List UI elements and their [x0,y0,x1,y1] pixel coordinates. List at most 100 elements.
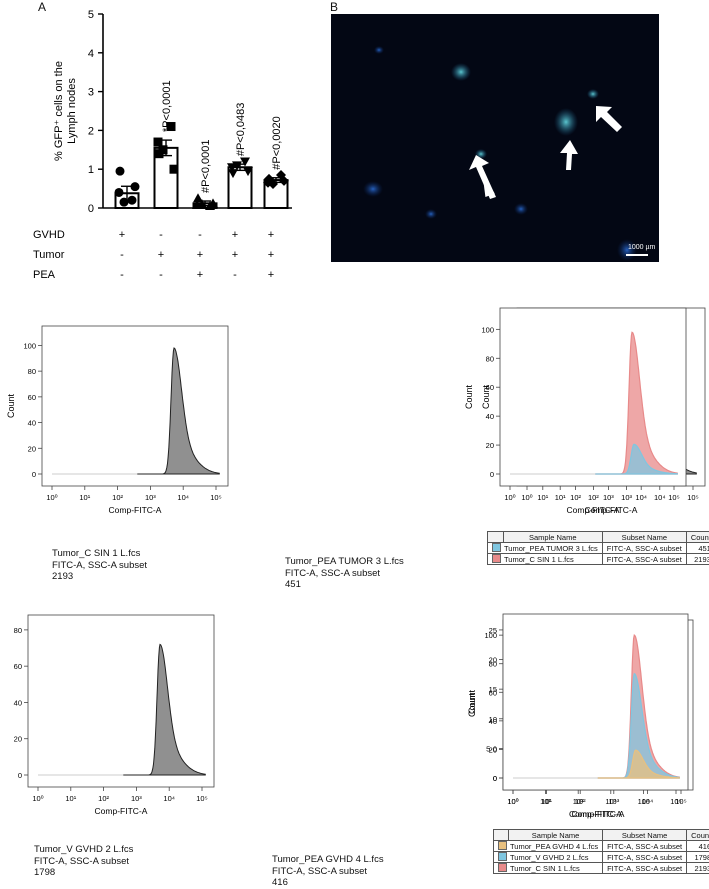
legend-subset: FITC-A, SSC-A subset [603,841,687,852]
y-tick-label: 60 [28,393,36,402]
legend-subset: FITC-A, SSC-A subset [603,852,687,863]
significance-label: #P<0,0020 [271,116,283,170]
legend-header-row: Sample Name Subset Name Count [494,830,709,841]
legend-header-row: Sample Name Subset Name Count [488,532,709,543]
cell [451,63,471,81]
scale-label: 1000 µm [628,244,655,251]
data-point [115,188,124,197]
x-tick-label: 10⁴ [163,794,175,803]
y-tick-label: 80 [14,626,22,635]
y-tick-label: 20 [14,735,22,744]
x-axis-label: Comp-FITC-A [109,505,162,515]
y-axis-label-line: Lymph nodes [66,78,78,144]
legend-sample: Tumor_C SIN 1 L.fcs [488,554,603,565]
arrow-icon [596,106,622,132]
cell [363,181,383,197]
condition-sign: + [268,249,274,261]
significance-label: *P<0,0001 [161,80,173,132]
y-tick-label: 0 [18,771,22,780]
y-axis-label: Count [0,689,2,714]
legend-row: Tumor_V GVHD 2 L.fcs FITC-A, SSC-A subse… [494,852,709,863]
condition-sign: - [198,229,202,241]
y-tick-label: 80 [28,367,36,376]
condition-sign: + [158,249,164,261]
legend-subset: FITC-A, SSC-A subset [602,543,686,554]
caption-h1: Tumor_C SIN 1 L.fcs FITC-A, SSC-A subset… [52,548,147,583]
y-tick-label: 0 [490,470,494,479]
y-tick-label: 40 [489,717,497,726]
legend-row: Tumor_PEA GVHD 4 L.fcs FITC-A, SSC-A sub… [494,841,709,852]
x-tick-label: 10⁵ [670,797,681,806]
x-tick-label: 10⁰ [32,794,43,803]
legend-sample: Tumor_PEA TUMOR 3 L.fcs [488,543,603,554]
y-tick-label: 2 [88,125,94,137]
x-tick-label: 10² [112,493,123,502]
significance-label: #P<0,0483 [235,103,247,157]
legend-swatch-header [494,830,509,841]
x-tick-label: 10⁵ [210,493,221,502]
caption-file: Tumor_C SIN 1 L.fcs [52,548,147,560]
condition-sign: + [197,249,203,261]
legend-count: 2193 [687,863,709,874]
legend-sample-name: Tumor_C SIN 1 L.fcs [510,864,580,873]
legend-swatch-header [488,532,504,543]
legend-table-tumor: Sample Name Subset Name Count Tumor_PEA … [487,531,709,565]
x-tick-label: 10² [573,797,584,806]
legend-count: 451 [686,543,709,554]
x-tick-label: 10³ [145,493,156,502]
legend-swatch [498,852,507,861]
legend-swatch [498,863,507,872]
legend-count: 1798 [687,852,709,863]
condition-sign: + [119,229,125,241]
legend-header-subset: Subset Name [602,532,686,543]
condition-sign: + [232,249,238,261]
caption-file: Tumor_PEA TUMOR 3 L.fcs [285,556,404,568]
caption-count: 451 [285,579,404,591]
caption-h2: Tumor_PEA TUMOR 3 L.fcs FITC-A, SSC-A su… [285,556,404,591]
legend-sample-name: Tumor_C SIN 1 L.fcs [504,555,574,564]
y-tick-label: 20 [489,745,497,754]
arrow-icon [469,155,496,199]
condition-sign: - [120,269,124,281]
x-tick-label: 10² [98,794,109,803]
caption-h5: Tumor_PEA GVHD 4 L.fcs FITC-A, SSC-A sub… [272,854,384,889]
caption-subset: FITC-A, SSC-A subset [34,856,133,868]
cell [587,89,599,99]
y-tick-label: 40 [486,412,494,421]
plot-frame [42,326,228,486]
y-tick-label: 3 [88,87,94,99]
y-tick-label: 4 [88,48,94,60]
legend-sample: Tumor_V GVHD 2 L.fcs [494,852,603,863]
condition-sign: + [232,229,238,241]
y-tick-label: 0 [32,470,36,479]
caption-subset: FITC-A, SSC-A subset [285,568,404,580]
x-tick-label: 10² [570,493,581,502]
legend-sample-name: Tumor_PEA TUMOR 3 L.fcs [504,544,598,553]
y-tick-label: 80 [486,354,494,363]
histogram-tumor-pea-tumor3: 10⁰10¹10²10³10⁴10⁵05·010152025Comp-FITC-… [240,300,480,530]
data-point [116,167,125,176]
x-tick-label: 10³ [131,794,142,803]
data-point [128,196,137,205]
scale-bar [626,254,648,256]
legend-header-subset: Subset Name [603,830,687,841]
x-tick-label: 10⁴ [638,797,650,806]
micrograph-content [331,14,659,262]
cell [514,203,528,215]
legend-header-sample: Sample Name [503,532,602,543]
condition-sign: + [268,229,274,241]
cell [425,209,437,219]
y-axis-label: Count [464,385,474,410]
y-tick-label: 80 [489,660,497,669]
legend-sample-name: Tumor_V GVHD 2 L.fcs [510,853,589,862]
legend-header-count: Count [686,532,709,543]
legend-header-sample: Sample Name [508,830,602,841]
cell [554,108,578,136]
condition-label: PEA [33,269,56,281]
caption-count: 2193 [52,571,147,583]
x-tick-label: 10⁰ [46,493,57,502]
condition-sign: + [268,269,274,281]
y-tick-label: 100 [484,631,497,640]
